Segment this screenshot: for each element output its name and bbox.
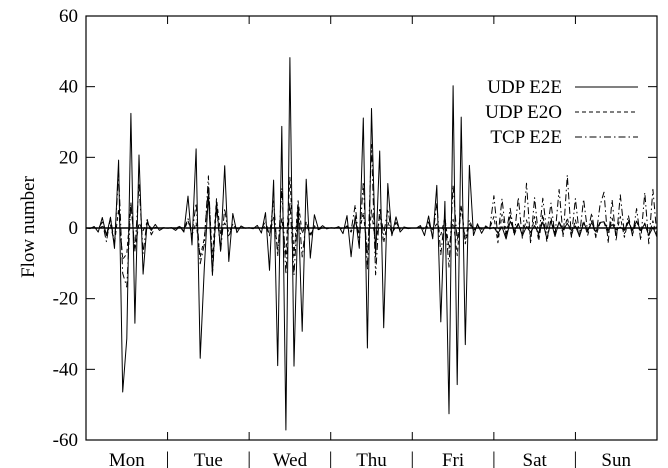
y-tick-label: 0: [69, 218, 79, 239]
y-tick-label: -40: [53, 359, 78, 380]
legend-label: UDP E2O: [485, 102, 562, 123]
x-axis-tick-labels: Mon Tue Wed Thu Fri Sat Sun | | | | | |: [109, 449, 632, 468]
legend-label: TCP E2E: [490, 127, 562, 148]
x-tick-label-fri: Fri: [442, 450, 464, 468]
x-tick-label-thu: Thu: [356, 450, 387, 468]
y-tick-label: 40: [59, 77, 78, 98]
series-layer: [85, 57, 658, 431]
legend: UDP E2E UDP E2O TCP E2E: [485, 77, 638, 148]
x-day-separator: |: [410, 449, 414, 468]
legend-label: UDP E2E: [487, 77, 562, 98]
series-line-udp-e2o: [86, 176, 658, 260]
x-tick-label-tue: Tue: [194, 450, 223, 468]
x-day-separator: |: [329, 449, 333, 468]
x-tick-label-wed: Wed: [273, 450, 308, 468]
x-tick-label-mon: Mon: [109, 450, 145, 468]
series-line-tcp-e2e: [85, 144, 658, 288]
x-tick-label-sat: Sat: [523, 450, 548, 468]
x-day-separator: |: [574, 449, 578, 468]
x-tick-label-sun: Sun: [601, 450, 631, 468]
x-day-separator: |: [492, 449, 496, 468]
x-day-separator: |: [166, 449, 170, 468]
y-tick-label: 60: [59, 6, 78, 27]
plot-frame: [85, 15, 658, 441]
y-axis-tick-labels: -60 -40 -20 0 20 40 60: [53, 6, 78, 451]
series-line-udp-e2e: [85, 57, 658, 431]
y-tick-label: -60: [53, 430, 78, 451]
y-tick-label: -20: [53, 289, 78, 310]
y-tick-label: 20: [59, 147, 78, 168]
x-day-separator: |: [247, 449, 251, 468]
y-axis-label: Flow number: [18, 175, 39, 278]
